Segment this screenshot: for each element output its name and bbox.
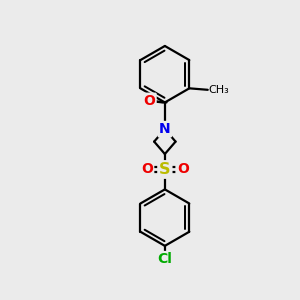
Text: Cl: Cl	[158, 252, 172, 266]
Text: N: N	[159, 122, 171, 136]
Text: O: O	[143, 94, 155, 108]
Text: CH₃: CH₃	[208, 85, 230, 95]
Text: S: S	[159, 162, 171, 177]
Text: O: O	[141, 163, 153, 176]
Text: O: O	[177, 163, 189, 176]
